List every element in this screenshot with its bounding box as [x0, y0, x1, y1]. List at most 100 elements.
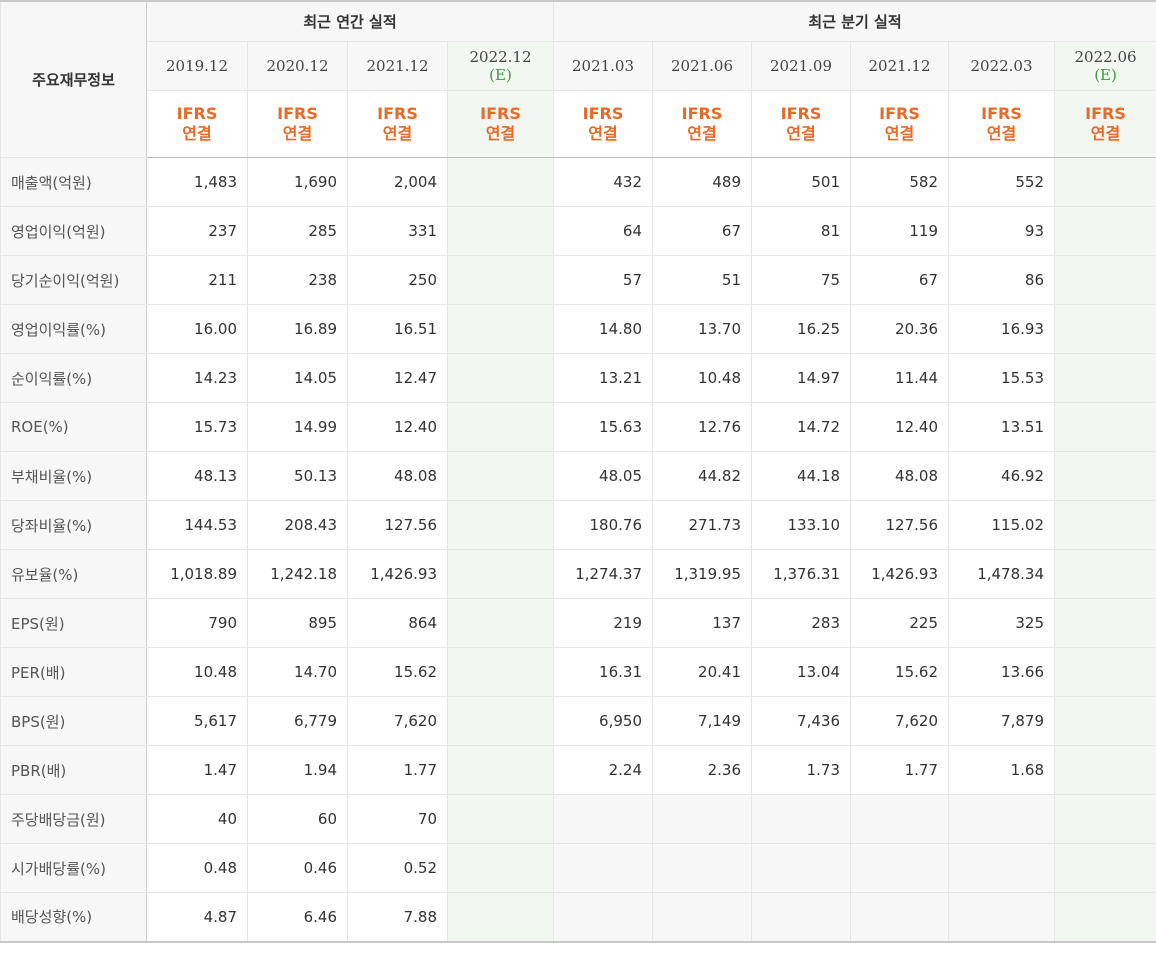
quarterly-value-cell: 11.44 — [850, 353, 949, 403]
quarterly-value-cell — [1053, 745, 1156, 795]
annual-value-cell: 1,483 — [146, 157, 248, 207]
table-row: ROE(%) 15.73 14.99 12.40 15.63 12.76 14.72 12.4… — [0, 402, 1156, 452]
ifrs-consolidated-label: IFRS 연결 — [652, 90, 752, 158]
annual-value-cell: 70 — [347, 794, 448, 844]
annual-value-cell: 1,426.93 — [347, 549, 448, 599]
quarterly-value-cell — [652, 794, 752, 844]
quarterly-value-cell: 64 — [553, 206, 653, 256]
quarterly-value-cell — [1053, 647, 1156, 697]
quarterly-value-cell: 489 — [652, 157, 752, 207]
ifrs-consolidated-label: IFRS 연결 — [1053, 90, 1156, 158]
quarterly-value-cell — [948, 794, 1055, 844]
quarterly-value-cell — [1053, 157, 1156, 207]
quarterly-value-cell: 1,426.93 — [850, 549, 949, 599]
period-header: 2021.12 — [347, 41, 448, 91]
ifrs-consolidated-label: IFRS 연결 — [751, 90, 851, 158]
annual-value-cell: 1,242.18 — [247, 549, 348, 599]
period-label: 2022.03 — [970, 57, 1033, 75]
annual-value-cell: 60 — [247, 794, 348, 844]
quarterly-value-cell: 1,274.37 — [553, 549, 653, 599]
quarterly-value-cell — [948, 843, 1055, 893]
quarterly-value-cell: 7,620 — [850, 696, 949, 746]
quarterly-value-cell: 13.51 — [948, 402, 1055, 452]
period-header: 2020.12 — [247, 41, 348, 91]
table-row: 부채비율(%) 48.13 50.13 48.08 48.05 44.82 44.18 48.… — [0, 451, 1156, 501]
metric-label: 배당성향(%) — [0, 892, 147, 943]
quarterly-value-cell: 16.25 — [751, 304, 851, 354]
table-row: PER(배) 10.48 14.70 15.62 16.31 20.41 13.04 15.6… — [0, 647, 1156, 697]
quarterly-value-cell — [1053, 500, 1156, 550]
quarterly-value-cell — [850, 794, 949, 844]
table-row: 주당배당금(원) 40 60 70 — [0, 794, 1156, 844]
quarterly-results-header: 최근 분기 실적 — [552, 0, 1156, 42]
metric-label: ROE(%) — [0, 402, 147, 452]
annual-value-cell: 7.88 — [347, 892, 448, 943]
quarterly-value-cell: 582 — [850, 157, 949, 207]
quarterly-value-cell: 7,879 — [948, 696, 1055, 746]
ifrs-consolidated-label: IFRS 연결 — [347, 90, 448, 158]
table-row: 매출액(억원) 1,483 1,690 2,004 432 489 501 582 552 — [0, 157, 1156, 207]
annual-value-cell: 1.94 — [247, 745, 348, 795]
annual-value-cell — [447, 647, 554, 697]
annual-value-cell: 0.46 — [247, 843, 348, 893]
quarterly-value-cell — [751, 843, 851, 893]
quarterly-value-cell: 180.76 — [553, 500, 653, 550]
quarterly-value-cell: 119 — [850, 206, 949, 256]
quarterly-value-cell: 1.77 — [850, 745, 949, 795]
annual-value-cell — [447, 255, 554, 305]
quarterly-value-cell: 133.10 — [751, 500, 851, 550]
quarterly-value-cell: 67 — [652, 206, 752, 256]
quarterly-value-cell: 14.80 — [553, 304, 653, 354]
quarterly-value-cell: 7,436 — [751, 696, 851, 746]
metric-label: 당좌비율(%) — [0, 500, 147, 550]
period-label: 2021.03 — [571, 57, 635, 75]
metric-label: 주당배당금(원) — [0, 794, 147, 844]
quarterly-value-cell — [751, 794, 851, 844]
metric-label: BPS(원) — [0, 696, 147, 746]
metric-label: 순이익률(%) — [0, 353, 147, 403]
ifrs-consolidated-label: IFRS 연결 — [247, 90, 348, 158]
annual-value-cell: 211 — [146, 255, 248, 305]
quarterly-value-cell — [850, 892, 949, 943]
financial-summary-table: 주요재무정보 최근 연간 실적 최근 분기 실적 2019.12 2020.12 2… — [0, 0, 1156, 943]
annual-value-cell: 237 — [146, 206, 248, 256]
table-row: 영업이익률(%) 16.00 16.89 16.51 14.80 13.70 16.25 20… — [0, 304, 1156, 354]
annual-value-cell: 0.48 — [146, 843, 248, 893]
table-row: 당기순이익(억원) 211 238 250 57 51 75 67 86 — [0, 255, 1156, 305]
period-label: 2019.12 — [165, 57, 229, 75]
quarterly-value-cell: 15.62 — [850, 647, 949, 697]
annual-value-cell: 10.48 — [146, 647, 248, 697]
quarterly-value-cell: 13.21 — [553, 353, 653, 403]
ifrs-consolidated-label: IFRS 연결 — [553, 90, 653, 158]
annual-value-cell: 895 — [247, 598, 348, 648]
quarterly-value-cell: 7,149 — [652, 696, 752, 746]
annual-value-cell — [447, 402, 554, 452]
annual-value-cell — [447, 696, 554, 746]
quarterly-value-cell: 48.05 — [553, 451, 653, 501]
quarterly-value-cell: 46.92 — [948, 451, 1055, 501]
quarterly-value-cell — [553, 892, 653, 943]
table-row: PBR(배) 1.47 1.94 1.77 2.24 2.36 1.73 1.77 1.68 — [0, 745, 1156, 795]
ifrs-consolidated-label: IFRS 연결 — [146, 90, 248, 158]
quarterly-value-cell: 1.68 — [948, 745, 1055, 795]
table-row: 시가배당률(%) 0.48 0.46 0.52 — [0, 843, 1156, 893]
annual-value-cell: 208.43 — [247, 500, 348, 550]
annual-value-cell: 14.23 — [146, 353, 248, 403]
annual-value-cell: 238 — [247, 255, 348, 305]
period-header: 2019.12 — [146, 41, 248, 91]
quarterly-value-cell: 1,319.95 — [652, 549, 752, 599]
quarterly-value-cell — [652, 843, 752, 893]
period-label: 2020.12 — [266, 57, 329, 75]
metric-label: EPS(원) — [0, 598, 147, 648]
quarterly-value-cell: 75 — [751, 255, 851, 305]
quarterly-value-cell: 137 — [652, 598, 752, 648]
quarterly-value-cell — [850, 843, 949, 893]
metric-label: 매출액(억원) — [0, 157, 147, 207]
metric-label: 영업이익률(%) — [0, 304, 147, 354]
period-header: 2021.06 — [652, 41, 752, 91]
annual-value-cell: 15.62 — [347, 647, 448, 697]
annual-value-cell: 12.40 — [347, 402, 448, 452]
quarterly-value-cell — [1053, 304, 1156, 354]
quarterly-value-cell: 48.08 — [850, 451, 949, 501]
period-header: 2022.06 (E) — [1053, 41, 1156, 91]
